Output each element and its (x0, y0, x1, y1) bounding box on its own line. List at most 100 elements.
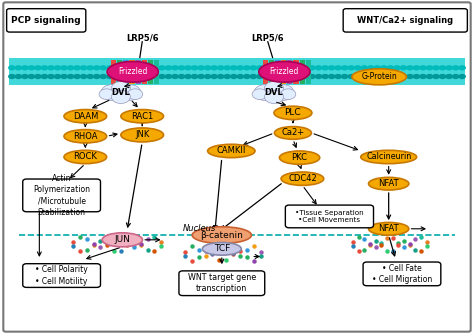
Circle shape (281, 89, 296, 100)
Circle shape (295, 65, 303, 70)
Circle shape (86, 65, 94, 70)
Circle shape (41, 65, 48, 70)
Circle shape (67, 65, 74, 70)
Circle shape (400, 65, 407, 70)
Text: • Cell Polarity
• Cell Motility: • Cell Polarity • Cell Motility (35, 265, 88, 286)
Text: Calcineurin: Calcineurin (366, 153, 411, 161)
Circle shape (80, 65, 87, 70)
Circle shape (101, 85, 124, 101)
Ellipse shape (192, 227, 251, 243)
Text: Frizzled: Frizzled (118, 67, 147, 76)
Circle shape (406, 74, 414, 79)
Ellipse shape (202, 242, 241, 255)
Circle shape (21, 65, 29, 70)
Circle shape (41, 74, 48, 79)
Circle shape (252, 89, 267, 100)
Ellipse shape (361, 150, 417, 164)
Circle shape (54, 65, 61, 70)
Circle shape (289, 65, 296, 70)
Circle shape (302, 65, 310, 70)
Circle shape (315, 74, 322, 79)
Text: Actin
Polymerization
/Microtubule
Stabilization: Actin Polymerization /Microtubule Stabil… (33, 174, 90, 217)
Circle shape (132, 65, 140, 70)
Bar (9, 58, 465, 85)
Circle shape (256, 65, 264, 70)
Circle shape (47, 65, 55, 70)
Circle shape (126, 65, 133, 70)
Circle shape (191, 74, 199, 79)
Text: Ca2+: Ca2+ (282, 129, 304, 137)
Text: •Tissue Separation
•Cell Movements: •Tissue Separation •Cell Movements (295, 209, 364, 223)
Bar (287, 60, 292, 84)
Circle shape (347, 74, 355, 79)
Text: LRP5/6: LRP5/6 (252, 34, 284, 43)
Text: TCF: TCF (214, 244, 230, 253)
Circle shape (158, 74, 166, 79)
Circle shape (184, 65, 192, 70)
Bar (275, 60, 280, 84)
Circle shape (191, 65, 199, 70)
Circle shape (34, 74, 42, 79)
Bar (306, 60, 311, 84)
Circle shape (275, 74, 283, 79)
Text: JUN: JUN (114, 235, 130, 244)
Circle shape (413, 74, 420, 79)
Bar (142, 60, 147, 84)
Circle shape (269, 74, 277, 79)
Circle shape (269, 65, 277, 70)
Circle shape (210, 74, 218, 79)
FancyBboxPatch shape (179, 271, 264, 296)
Circle shape (400, 74, 407, 79)
Circle shape (432, 74, 440, 79)
Circle shape (152, 74, 159, 79)
Ellipse shape (208, 144, 255, 158)
Circle shape (249, 65, 257, 70)
Circle shape (426, 65, 433, 70)
Circle shape (458, 74, 466, 79)
Circle shape (413, 65, 420, 70)
Circle shape (21, 74, 29, 79)
Bar (148, 60, 153, 84)
Circle shape (111, 90, 130, 104)
Circle shape (223, 74, 231, 79)
Text: CAMKII: CAMKII (217, 147, 246, 155)
Circle shape (321, 65, 329, 70)
Circle shape (60, 74, 68, 79)
Circle shape (282, 65, 290, 70)
FancyBboxPatch shape (7, 9, 86, 32)
Circle shape (254, 85, 277, 101)
Ellipse shape (368, 177, 409, 190)
Text: NFAT: NFAT (378, 224, 399, 233)
Circle shape (73, 65, 81, 70)
Text: JNK: JNK (135, 131, 149, 139)
Text: WNT/Ca2+ signaling: WNT/Ca2+ signaling (357, 16, 453, 25)
Circle shape (354, 65, 362, 70)
Circle shape (367, 74, 374, 79)
Circle shape (321, 74, 329, 79)
Circle shape (230, 74, 237, 79)
Circle shape (374, 74, 381, 79)
Ellipse shape (64, 150, 107, 164)
Circle shape (360, 65, 368, 70)
Circle shape (282, 74, 290, 79)
Ellipse shape (281, 172, 324, 185)
Circle shape (73, 74, 81, 79)
Bar (136, 60, 141, 84)
Bar (269, 60, 274, 84)
Circle shape (419, 65, 427, 70)
Circle shape (341, 74, 348, 79)
Circle shape (119, 65, 127, 70)
Circle shape (67, 74, 74, 79)
Text: RAC1: RAC1 (131, 112, 153, 121)
Circle shape (263, 65, 270, 70)
Circle shape (15, 65, 22, 70)
Circle shape (237, 74, 244, 79)
Circle shape (145, 74, 153, 79)
Text: Nucleus: Nucleus (182, 224, 216, 232)
Ellipse shape (274, 127, 311, 139)
Circle shape (100, 74, 107, 79)
Text: PKC: PKC (292, 153, 308, 162)
Bar (117, 60, 122, 84)
Circle shape (145, 65, 153, 70)
Circle shape (237, 65, 244, 70)
